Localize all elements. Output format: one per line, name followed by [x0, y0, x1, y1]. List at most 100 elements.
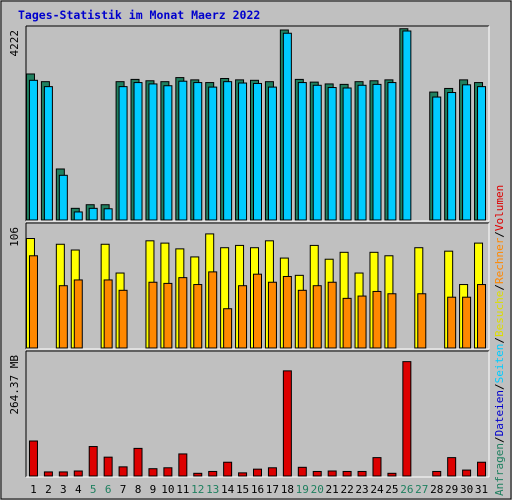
panel2-ymax-label: 106 [8, 227, 21, 247]
x-tick-day-15: 15 [236, 483, 249, 496]
volume-bar-day-2 [43, 471, 53, 477]
hosts-bar-day-14 [223, 308, 233, 349]
legend-seiten: Seiten [493, 344, 506, 384]
legend-anfragen: Anfragen [493, 443, 506, 496]
x-tick-day-20: 20 [311, 483, 324, 496]
files-bar-day-20 [312, 84, 322, 221]
hosts-bar-day-21 [327, 281, 337, 349]
volume-bar-day-24 [372, 457, 382, 477]
hosts-bar-day-7 [118, 289, 128, 349]
legend-dateien: Dateien [493, 390, 506, 436]
files-bar-day-22 [342, 87, 352, 221]
volume-bar-day-4 [73, 470, 83, 477]
files-bar-day-28 [432, 96, 442, 221]
x-tick-day-14: 14 [221, 483, 235, 496]
x-tick-day-13: 13 [206, 483, 219, 496]
volume-bar-day-11 [178, 453, 188, 477]
hosts-bar-day-27 [417, 293, 427, 349]
x-tick-day-8: 8 [135, 483, 142, 496]
x-tick-day-22: 22 [340, 483, 353, 496]
files-bar-day-31 [477, 86, 487, 221]
volume-bar-day-1 [28, 440, 38, 477]
x-tick-day-21: 21 [326, 483, 339, 496]
x-tick-day-25: 25 [385, 483, 398, 496]
x-tick-day-9: 9 [150, 483, 157, 496]
x-tick-day-18: 18 [281, 483, 294, 496]
volume-bar-day-10 [163, 467, 173, 477]
files-bar-day-19 [297, 82, 307, 221]
hosts-bar-day-16 [253, 273, 262, 349]
volume-bar-day-30 [462, 469, 472, 477]
hosts-bar-day-10 [163, 282, 173, 349]
hosts-bar-day-15 [238, 285, 248, 349]
x-tick-day-12: 12 [191, 483, 204, 496]
legend-volumen: Volumen [493, 185, 506, 231]
legend-separator: / [493, 231, 506, 238]
files-bar-day-10 [163, 85, 173, 221]
volume-bar-day-21 [327, 470, 337, 477]
panel3-ymax-label: 264.37 MB [8, 355, 21, 415]
hosts-bar-day-12 [193, 284, 203, 349]
volume-bar-day-6 [103, 456, 113, 477]
volume-bar-day-23 [357, 470, 367, 477]
volume-bar-day-9 [148, 468, 158, 477]
x-tick-day-19: 19 [296, 483, 309, 496]
hosts-bar-day-4 [73, 279, 83, 349]
legend-besuche: Besuche [493, 291, 506, 337]
volume-bar-day-14 [223, 461, 233, 477]
legend-separator: / [493, 337, 506, 344]
volume-bar-day-18 [282, 370, 292, 477]
volume-bar-day-3 [58, 471, 68, 477]
legend-rechner: Rechner [493, 237, 506, 284]
files-bar-day-11 [178, 80, 188, 221]
panel1-ymax-label: 4222 [8, 30, 21, 57]
files-bar-day-18 [282, 32, 292, 221]
hosts-bar-day-11 [178, 277, 188, 349]
volume-bar-day-13 [208, 470, 218, 477]
hosts-bar-day-25 [387, 293, 397, 349]
hosts-bar-day-17 [267, 281, 277, 349]
x-tick-day-16: 16 [251, 483, 264, 496]
volume-bar-day-5 [88, 446, 98, 477]
hosts-bar-day-23 [357, 295, 367, 349]
files-bar-day-8 [133, 82, 143, 221]
hosts-bar-day-30 [462, 296, 472, 349]
files-bar-day-5 [88, 207, 98, 221]
x-tick-day-27: 27 [415, 483, 428, 496]
x-tick-day-31: 31 [475, 483, 488, 496]
x-tick-day-30: 30 [460, 483, 473, 496]
plot-area-3 [26, 351, 489, 477]
files-bar-day-24 [372, 83, 382, 221]
hosts-bar-day-13 [208, 271, 218, 349]
x-tick-day-1: 1 [30, 483, 37, 496]
x-tick-day-11: 11 [176, 483, 189, 496]
hosts-bar-day-22 [342, 297, 352, 349]
x-tick-day-24: 24 [370, 483, 384, 496]
volume-bar-day-20 [312, 470, 322, 477]
volume-bar-day-28 [432, 470, 442, 477]
files-bar-day-6 [103, 208, 113, 221]
x-tick-day-26: 26 [400, 483, 413, 496]
x-tick-day-23: 23 [355, 483, 368, 496]
hosts-bar-day-9 [148, 281, 158, 349]
hosts-bar-day-6 [103, 279, 113, 349]
files-bar-day-16 [253, 82, 262, 221]
x-tick-day-10: 10 [161, 483, 174, 496]
x-tick-day-29: 29 [445, 483, 458, 496]
volume-bar-day-8 [133, 447, 143, 477]
files-bar-day-26 [402, 30, 412, 221]
legend-separator: / [493, 383, 506, 390]
legend-separator: / [493, 284, 506, 291]
files-bar-day-17 [267, 86, 277, 221]
x-tick-day-6: 6 [105, 483, 112, 496]
hosts-bar-day-24 [372, 290, 382, 349]
x-tick-day-3: 3 [60, 483, 67, 496]
volume-bar-day-16 [253, 468, 262, 477]
files-bar-day-3 [58, 174, 68, 221]
files-bar-day-15 [238, 82, 248, 221]
files-bar-day-21 [327, 87, 337, 221]
volume-bar-day-25 [387, 472, 397, 477]
